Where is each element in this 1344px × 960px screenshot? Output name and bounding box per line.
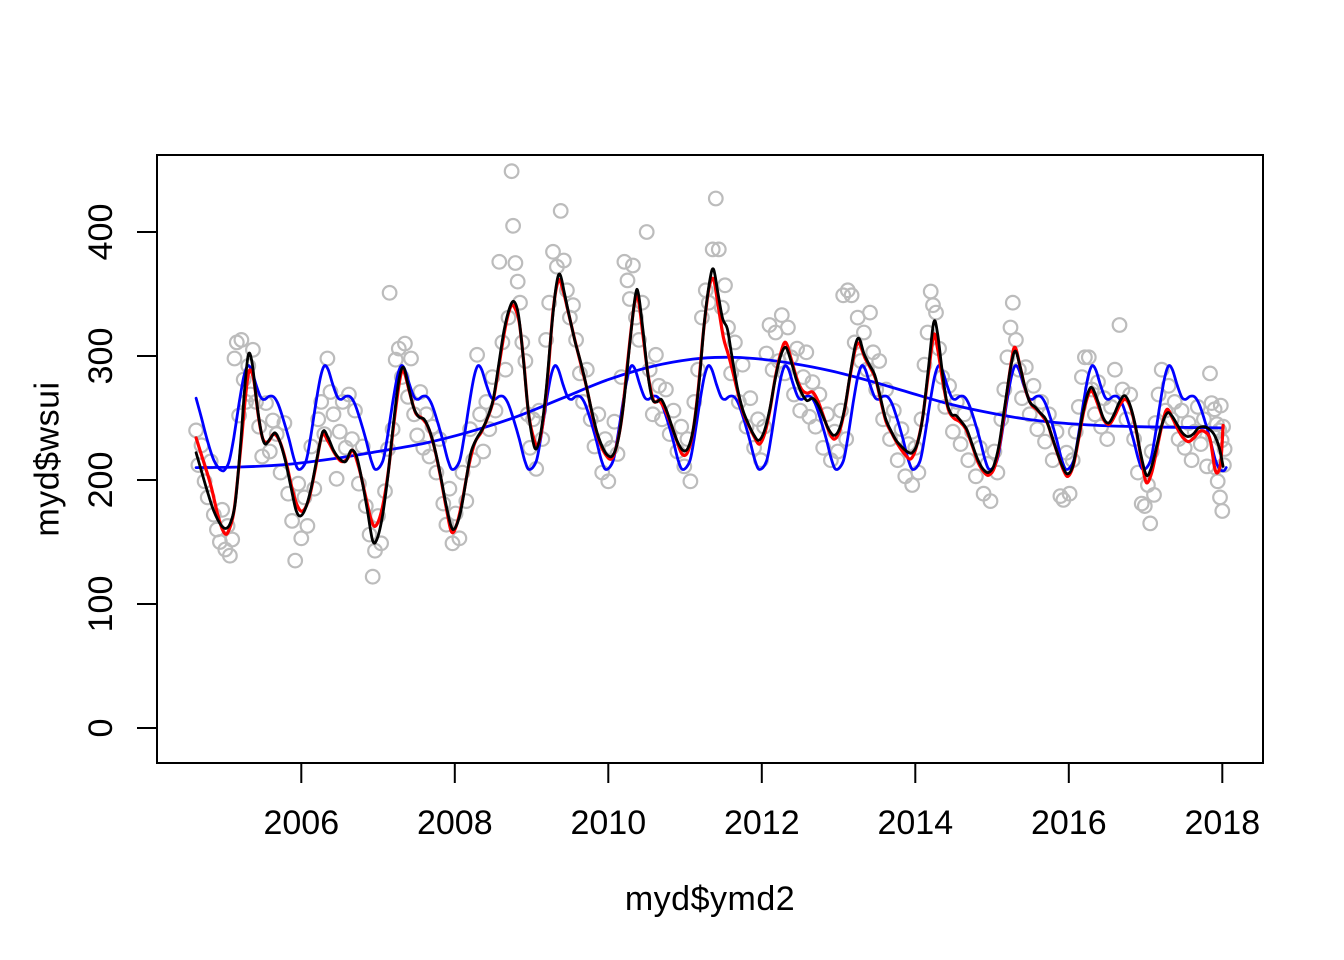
x-axis-title: myd$ymd2 [624, 880, 796, 918]
x-tick-label: 2012 [724, 804, 800, 842]
y-tick-label: 400 [82, 204, 120, 261]
fit-line-red [194, 276, 1225, 536]
x-axis-ticks: 2006 2008 2010 2012 2014 2016 2018 [263, 763, 1260, 842]
plot-box [156, 154, 1264, 764]
y-tick-label: 200 [82, 452, 120, 509]
y-axis-ticks: 0 100 200 300 400 [82, 204, 157, 738]
x-tick-label: 2018 [1184, 804, 1260, 842]
y-tick-label: 300 [82, 328, 120, 385]
y-axis-title: myd$wsui [28, 381, 67, 537]
y-tick-label: 100 [82, 576, 120, 633]
fit-line-black [194, 267, 1225, 545]
x-tick-label: 2006 [263, 804, 339, 842]
scatter-points [188, 163, 1233, 585]
y-tick-label: 0 [82, 719, 120, 738]
x-tick-label: 2008 [417, 804, 493, 842]
seasonal-line-blue [194, 364, 1228, 473]
x-tick-label: 2014 [877, 804, 953, 842]
x-tick-label: 2016 [1031, 804, 1107, 842]
x-tick-label: 2010 [570, 804, 646, 842]
trend-line-blue [194, 355, 1224, 469]
